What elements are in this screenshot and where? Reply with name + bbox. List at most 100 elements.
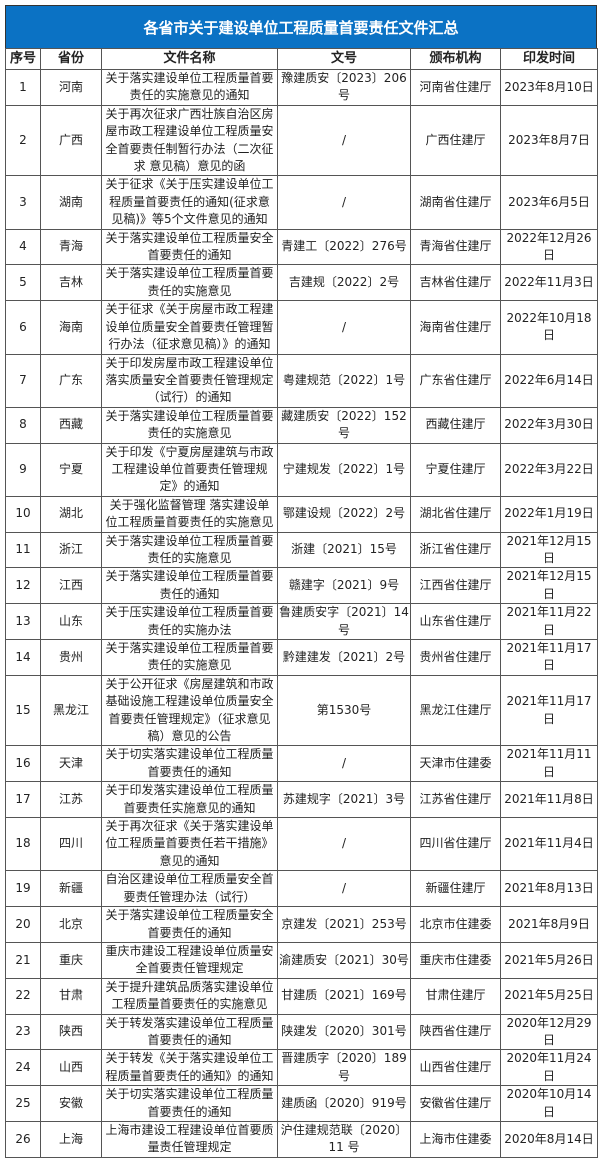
cell-province: 浙江 <box>40 531 102 569</box>
cell-province: 西藏 <box>40 406 102 444</box>
cell-index: 8 <box>5 406 41 444</box>
table-row: 11 浙江 关于落实建设单位工程质量首要责任的实施意见 浙建〔2021〕15号 浙江省住… <box>5 531 598 569</box>
cell-issuing-agency: 北京市住建委 <box>410 906 501 943</box>
cell-issuing-agency: 青海省住建厅 <box>410 228 501 266</box>
table-row: 22 甘肃 关于提升建筑品质落实建设单位工程质量首要责任的实施意见 甘建质〔2021〕… <box>5 977 598 1015</box>
cell-issue-date: 2021年5月25日 <box>500 977 598 1015</box>
table-row: 20 北京 关于落实建设单位工程质量安全首要责任的通知 京建发〔2021〕253号 北京… <box>5 906 598 943</box>
cell-document-number: 渝建质安〔2021〕30号 <box>277 941 411 979</box>
cell-issue-date: 2021年11月17日 <box>500 639 598 676</box>
cell-province: 青海 <box>40 228 102 266</box>
table-row: 15 黑龙江 关于公开征求《房屋建筑和市政基础设施工程建设单位质量安全首要责任管理规… <box>5 674 598 747</box>
cell-document-name: 关于落实建设单位工程质量首要责任的实施意见 <box>101 264 278 302</box>
cell-document-number: / <box>277 870 411 908</box>
cell-index: 24 <box>5 1049 41 1087</box>
cell-issue-date: 2021年8月9日 <box>500 906 598 943</box>
cell-index: 16 <box>5 745 41 783</box>
cell-province: 黑龙江 <box>40 674 102 747</box>
cell-issue-date: 2022年1月19日 <box>500 495 598 533</box>
cell-document-name: 关于印发落实建设单位工程质量首要责任实施意见的通知 <box>101 781 278 819</box>
cell-document-name: 关于切实落实建设单位工程质量首要责任的通知 <box>101 1085 278 1122</box>
cell-province: 贵州 <box>40 639 102 676</box>
cell-province: 江苏 <box>40 781 102 819</box>
cell-index: 10 <box>5 495 41 533</box>
cell-issue-date: 2022年3月30日 <box>500 406 598 444</box>
cell-index: 14 <box>5 639 41 676</box>
cell-province: 湖南 <box>40 175 102 230</box>
cell-document-number: / <box>277 745 411 783</box>
cell-issuing-agency: 浙江省住建厅 <box>410 531 501 569</box>
cell-index: 26 <box>5 1120 41 1158</box>
cell-province: 四川 <box>40 817 102 872</box>
cell-document-name: 关于压实建设单位工程质量首要责任的实施办法 <box>101 603 278 640</box>
header-issuing-agency: 颁布机构 <box>410 48 501 70</box>
cell-issuing-agency: 吉林省住建厅 <box>410 264 501 302</box>
cell-document-name: 关于落实建设单位工程质量首要责任的通知 <box>101 567 278 605</box>
cell-document-number: 第1530号 <box>277 674 411 747</box>
cell-issuing-agency: 西藏住建厅 <box>410 406 501 444</box>
cell-province: 上海 <box>40 1120 102 1158</box>
table-row: 7 广东 关于印发房屋市政工程建设单位落实质量安全首要责任管理规定（试行）的通知 粤建… <box>5 353 598 408</box>
cell-document-number: 陕建发〔2020〕301号 <box>277 1013 411 1051</box>
cell-document-name: 关于落实建设单位工程质量安全首要责任的通知 <box>101 906 278 943</box>
cell-issue-date: 2021年11月8日 <box>500 781 598 819</box>
table-row: 25 安徽 关于切实落实建设单位工程质量首要责任的通知 建质函〔2020〕919号 安徽… <box>5 1085 598 1122</box>
cell-province: 安徽 <box>40 1085 102 1122</box>
cell-index: 18 <box>5 817 41 872</box>
cell-document-number: 青建工〔2022〕276号 <box>277 228 411 266</box>
cell-document-name: 关于转发《关于落实建设单位工程质量首要责任的通知》的通知 <box>101 1049 278 1087</box>
cell-issue-date: 2021年12月15日 <box>500 531 598 569</box>
cell-province: 广东 <box>40 353 102 408</box>
table-title: 各省市关于建设单位工程质量首要责任文件汇总 <box>5 5 597 48</box>
cell-document-number: 粤建规范〔2022〕1号 <box>277 353 411 408</box>
table-row: 21 重庆 重庆市建设工程建设单位质量安全首要责任管理规定 渝建质安〔2021〕30号… <box>5 941 598 979</box>
cell-index: 1 <box>5 69 41 106</box>
table-row: 16 天津 关于切实落实建设单位工程质量首要责任的通知 / 天津市住建委 2021年11月… <box>5 745 598 783</box>
cell-issuing-agency: 湖南省住建厅 <box>410 175 501 230</box>
cell-issue-date: 2022年3月22日 <box>500 442 598 497</box>
cell-issuing-agency: 黑龙江住建厅 <box>410 674 501 747</box>
cell-issue-date: 2021年12月15日 <box>500 567 598 605</box>
cell-document-number: 鄂建设规〔2022〕2号 <box>277 495 411 533</box>
cell-document-number: 宁建规发〔2022〕1号 <box>277 442 411 497</box>
cell-index: 15 <box>5 674 41 747</box>
cell-issuing-agency: 上海市住建委 <box>410 1120 501 1158</box>
cell-document-number: 赣建字〔2021〕9号 <box>277 567 411 605</box>
cell-issuing-agency: 江苏省住建厅 <box>410 781 501 819</box>
table-row: 8 西藏 关于落实建设单位工程质量首要责任的实施意见 藏建质安〔2022〕152号 西藏… <box>5 406 598 444</box>
cell-document-number: 京建发〔2021〕253号 <box>277 906 411 943</box>
cell-index: 12 <box>5 567 41 605</box>
cell-issue-date: 2021年5月26日 <box>500 941 598 979</box>
cell-document-name: 关于落实建设单位工程质量首要责任的实施意见 <box>101 531 278 569</box>
cell-index: 4 <box>5 228 41 266</box>
cell-issuing-agency: 新疆住建厅 <box>410 870 501 908</box>
cell-document-name: 关于公开征求《房屋建筑和市政基础设施工程建设单位质量安全首要责任管理规定》（征求… <box>101 674 278 747</box>
table-row: 3 湖南 关于征求《关于压实建设单位工程质量首要责任的通知(征求意见稿)》等5个文件… <box>5 175 598 230</box>
cell-document-name: 关于印发房屋市政工程建设单位落实质量安全首要责任管理规定（试行）的通知 <box>101 353 278 408</box>
cell-document-name: 关于再次征求《关于落实建设单位工程质量首要责任若干措施》意见的通知 <box>101 817 278 872</box>
cell-issue-date: 2020年10月14日 <box>500 1085 598 1122</box>
cell-issuing-agency: 海南省住建厅 <box>410 300 501 355</box>
cell-province: 陕西 <box>40 1013 102 1051</box>
cell-issuing-agency: 山西省住建厅 <box>410 1049 501 1087</box>
cell-document-name: 关于印发《宁夏房屋建筑与市政工程建设单位首要责任管理规定》的通知 <box>101 442 278 497</box>
cell-issuing-agency: 山东省住建厅 <box>410 603 501 640</box>
table-row: 4 青海 关于落实建设单位工程质量安全首要责任的通知 青建工〔2022〕276号 青海省… <box>5 228 598 266</box>
cell-province: 宁夏 <box>40 442 102 497</box>
table-row: 13 山东 关于压实建设单位工程质量首要责任的实施办法 鲁建质安字〔2021〕14号山… <box>5 603 598 640</box>
cell-index: 20 <box>5 906 41 943</box>
cell-index: 2 <box>5 104 41 177</box>
cell-index: 21 <box>5 941 41 979</box>
cell-province: 广西 <box>40 104 102 177</box>
cell-document-name: 关于转发落实建设单位工程质量首要责任的通知 <box>101 1013 278 1051</box>
cell-document-number: 建质函〔2020〕919号 <box>277 1085 411 1122</box>
cell-issuing-agency: 宁夏住建厅 <box>410 442 501 497</box>
table-row: 19 新疆 自治区建设单位工程质量安全首要责任管理办法（试行） / 新疆住建厅 2021年… <box>5 870 598 908</box>
cell-issue-date: 2022年6月14日 <box>500 353 598 408</box>
cell-issue-date: 2021年11月22日 <box>500 603 598 640</box>
cell-document-number: 晋建质字〔2020〕189号 <box>277 1049 411 1087</box>
cell-issuing-agency: 重庆市住建委 <box>410 941 501 979</box>
cell-province: 天津 <box>40 745 102 783</box>
table-row: 9 宁夏 关于印发《宁夏房屋建筑与市政工程建设单位首要责任管理规定》的通知 宁建规发〔… <box>5 442 598 497</box>
cell-document-name: 关于落实建设单位工程质量首要责任的实施意见 <box>101 639 278 676</box>
